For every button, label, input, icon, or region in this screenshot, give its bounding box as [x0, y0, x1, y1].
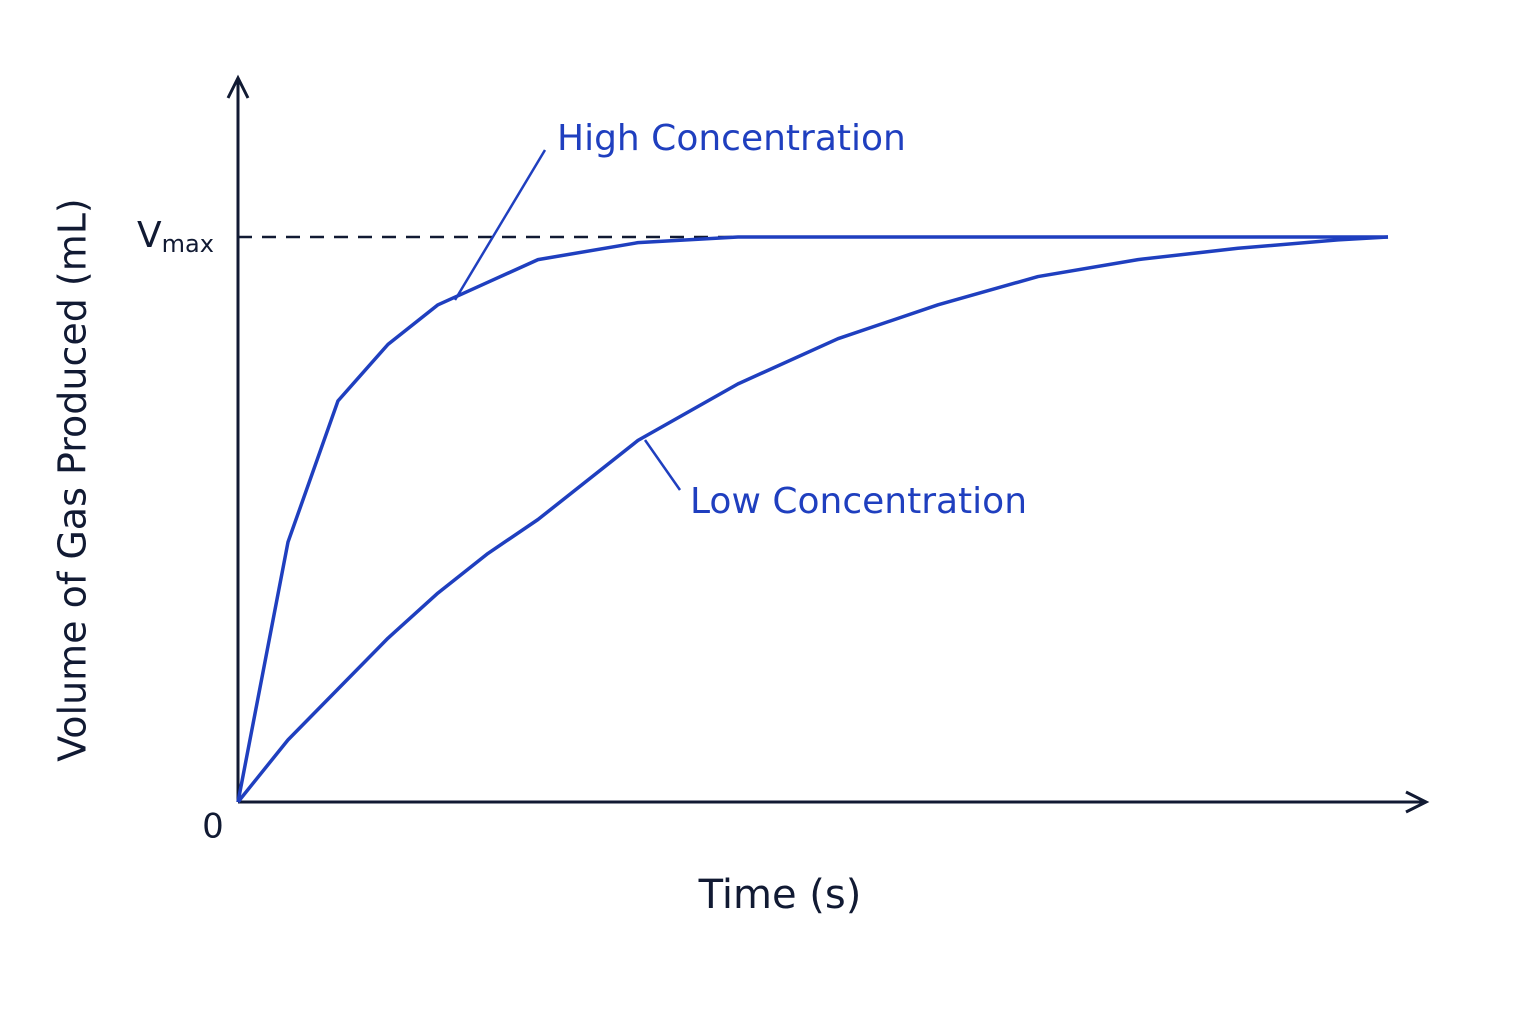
- series-label: Low Concentration: [690, 481, 1027, 522]
- y-axis-label: Volume of Gas Produced (mL): [51, 198, 95, 762]
- x-axis-label: Time (s): [698, 872, 862, 918]
- leader-line: [643, 439, 682, 491]
- series-label: High Concentration: [557, 118, 906, 159]
- y-axis-arrow: [226, 74, 250, 99]
- y-tick-label: 0: [202, 807, 224, 847]
- y-tick-label: Vmax: [137, 215, 214, 258]
- x-axis-arrow: [1405, 790, 1430, 814]
- leader-line: [453, 149, 547, 301]
- line: [236, 235, 1388, 803]
- line: [236, 235, 1389, 804]
